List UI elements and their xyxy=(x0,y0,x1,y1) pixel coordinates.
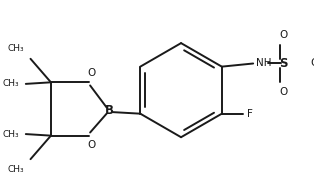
Text: CH₃: CH₃ xyxy=(8,44,24,53)
Text: O: O xyxy=(280,87,288,97)
Text: F: F xyxy=(247,109,253,119)
Text: B: B xyxy=(105,104,113,117)
Text: NH: NH xyxy=(256,58,272,68)
Text: CH₃: CH₃ xyxy=(3,130,19,139)
Text: S: S xyxy=(279,57,288,70)
Text: O: O xyxy=(88,140,96,150)
Text: CH₃: CH₃ xyxy=(8,165,24,174)
Text: CH₃: CH₃ xyxy=(311,58,314,68)
Text: O: O xyxy=(280,30,288,40)
Text: O: O xyxy=(88,68,96,78)
Text: CH₃: CH₃ xyxy=(3,79,19,88)
